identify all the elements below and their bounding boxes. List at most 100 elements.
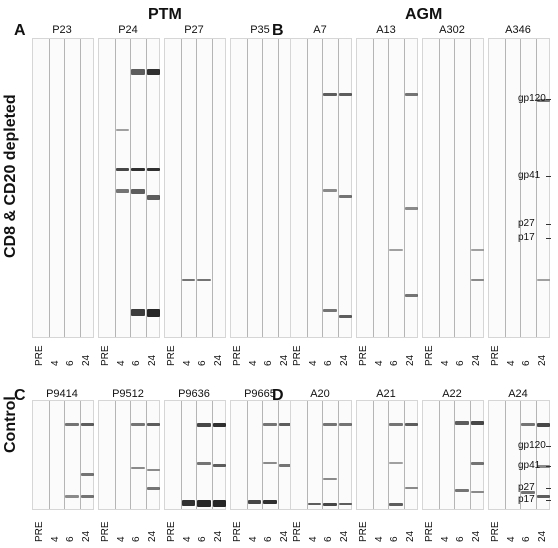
animal-id-p9512: P9512 — [112, 388, 144, 400]
blot-strip-p24 — [98, 38, 160, 338]
blot-strip-a302 — [422, 38, 484, 338]
lane-divider — [79, 401, 81, 509]
blot-band — [197, 500, 211, 507]
blot-strip-a7 — [290, 38, 352, 338]
timepoint-label: 4 — [307, 536, 319, 542]
lane-divider — [246, 401, 248, 509]
lane-divider — [520, 401, 521, 509]
lane-divider — [322, 39, 323, 337]
lane-divider — [337, 39, 339, 337]
blot-strip-p27 — [164, 38, 226, 338]
timepoint-label: 6 — [521, 360, 532, 366]
blot-band — [197, 423, 211, 427]
timepoint-label: 4 — [49, 536, 61, 542]
blot-band — [131, 467, 145, 469]
timepoint-label: 24 — [212, 530, 224, 542]
blot-band — [146, 168, 160, 171]
blot-band — [146, 195, 160, 200]
blot-band — [131, 189, 145, 194]
lane-divider — [520, 39, 521, 337]
lane-divider — [403, 39, 405, 337]
blot-band — [80, 494, 94, 498]
blot-band — [115, 129, 129, 131]
timepoint-label: PRE — [292, 521, 303, 542]
timepoint-label: 24 — [536, 354, 548, 366]
panel-letter-b: B — [272, 22, 284, 39]
animal-id-a22: A22 — [442, 388, 462, 400]
lane-divider — [262, 401, 263, 509]
animal-id-a20: A20 — [310, 388, 330, 400]
timepoint-label: PRE — [232, 345, 243, 366]
blot-band — [65, 423, 79, 426]
blot-band — [389, 503, 403, 507]
lane-divider — [388, 401, 389, 509]
lane-divider — [211, 39, 213, 337]
blot-strip-p35 — [230, 38, 292, 338]
lane-divider — [372, 401, 374, 509]
lane-divider — [114, 401, 116, 509]
blot-band — [115, 168, 129, 171]
lane-divider — [388, 39, 389, 337]
lane-divider — [180, 39, 182, 337]
timepoint-label: 6 — [263, 360, 274, 366]
blot-band — [323, 93, 337, 96]
lane-divider — [337, 401, 339, 509]
blot-band — [146, 69, 160, 75]
blot-band — [181, 279, 195, 281]
blot-band — [521, 491, 535, 495]
marker-gp41: gp41 — [518, 170, 541, 181]
timepoint-label: 24 — [80, 354, 92, 366]
timepoint-label: 6 — [65, 536, 76, 542]
blot-strip-p23 — [32, 38, 94, 338]
panel-letter-d: D — [272, 387, 284, 404]
blot-band — [323, 503, 337, 507]
blot-band — [278, 423, 292, 426]
timepoint-label: 24 — [404, 354, 416, 366]
timepoint-label: 4 — [439, 360, 451, 366]
timepoint-label: 24 — [536, 530, 548, 542]
blot-band — [536, 279, 550, 281]
animal-id-a13: A13 — [376, 24, 396, 36]
timepoint-label: 24 — [146, 354, 158, 366]
lane-divider — [180, 401, 182, 509]
blot-band — [404, 93, 418, 96]
lane-divider — [372, 39, 374, 337]
blot-strip-p9665 — [230, 400, 292, 510]
timepoint-label: PRE — [100, 345, 111, 366]
blot-band — [146, 469, 160, 472]
lane-divider — [535, 401, 537, 509]
timepoint-label: 4 — [439, 536, 451, 542]
marker-tick — [546, 176, 551, 177]
lane-divider — [64, 401, 65, 509]
blot-band — [470, 249, 484, 251]
blot-band — [323, 309, 337, 312]
lane-divider — [403, 401, 405, 509]
timepoint-label: PRE — [490, 345, 501, 366]
blot-band — [247, 500, 261, 504]
blot-band — [404, 423, 418, 426]
blot-band — [80, 472, 94, 476]
blot-band — [338, 93, 352, 96]
timepoint-label: 6 — [521, 536, 532, 542]
lane-divider — [438, 401, 440, 509]
animal-id-p35: P35 — [250, 24, 270, 36]
blot-band — [455, 489, 469, 492]
blot-band — [197, 461, 211, 465]
blot-band — [470, 279, 484, 281]
marker-tick — [546, 488, 551, 489]
timepoint-label: 24 — [278, 354, 290, 366]
timepoint-label: 24 — [146, 530, 158, 542]
marker-gp120: gp120 — [518, 93, 546, 104]
timepoint-label: 24 — [80, 530, 92, 542]
timepoint-label: 6 — [197, 360, 208, 366]
lane-divider — [438, 39, 440, 337]
timepoint-label: PRE — [424, 345, 435, 366]
timepoint-label: 4 — [49, 360, 61, 366]
blot-band — [146, 486, 160, 490]
blot-band — [212, 463, 226, 467]
blot-band — [212, 423, 226, 427]
blot-band — [181, 500, 195, 506]
lane-divider — [504, 39, 506, 337]
blot-band — [307, 503, 321, 506]
timepoint-label: 4 — [181, 360, 193, 366]
